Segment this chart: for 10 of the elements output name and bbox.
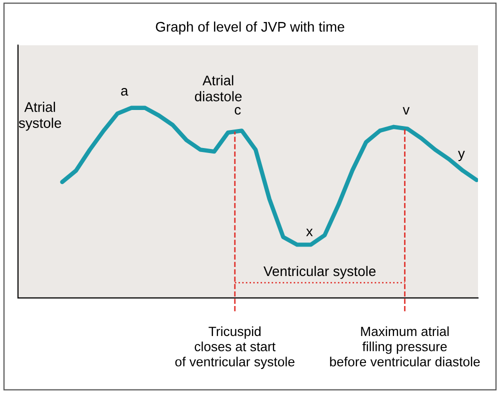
annotation: x <box>306 228 313 236</box>
annotation: Ventricular systole <box>264 266 376 279</box>
annotation: y <box>458 150 465 162</box>
text: a <box>121 88 128 96</box>
annotation: Atrial systole <box>18 102 62 131</box>
chart-title: Graph of level of JVP with time <box>156 22 344 34</box>
text: Tricuspid closes at start of ventricular systole <box>175 326 294 370</box>
text: Maximum atrial filling pressure before ventricular diastole <box>330 326 480 366</box>
annotation: c <box>234 107 241 115</box>
annotation: v <box>402 107 410 115</box>
